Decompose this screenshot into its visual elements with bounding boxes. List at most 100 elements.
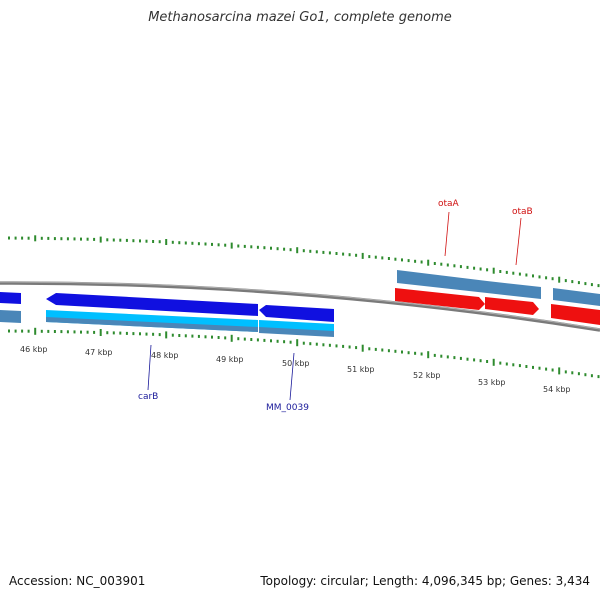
outer-tick xyxy=(597,284,600,288)
inner-tick xyxy=(335,344,338,348)
outer-tick xyxy=(132,239,135,243)
ruler-label-49kbp: 49 kbp xyxy=(216,355,244,364)
inner-tick xyxy=(178,334,181,337)
outer-tick xyxy=(394,257,397,261)
outer-tick xyxy=(315,250,318,254)
inner-tick xyxy=(132,332,135,336)
gene-label-otaB[interactable]: otaB xyxy=(512,207,533,266)
inner-tick xyxy=(243,337,246,341)
ruler-label-48kbp: 48 kbp xyxy=(151,351,179,360)
inner-tick xyxy=(545,367,548,371)
inner-tick xyxy=(204,335,207,339)
outer-tick xyxy=(93,237,96,241)
inner-tick xyxy=(14,329,17,333)
outer-tick xyxy=(171,240,174,244)
inner-tick xyxy=(505,362,508,366)
inner-tick xyxy=(440,354,443,358)
inner-tick xyxy=(348,345,351,349)
outer-tick xyxy=(178,241,181,245)
inner-tick xyxy=(551,368,554,372)
ruler-label-50kbp: 50 kbp xyxy=(282,359,310,368)
inner-tick xyxy=(53,330,56,333)
gene-label-carB[interactable]: carB xyxy=(138,344,158,402)
outer-tick xyxy=(302,249,305,253)
reverse-cds-feature-right[interactable] xyxy=(551,304,600,325)
inner-tick xyxy=(577,372,580,376)
outer-tick xyxy=(191,241,194,245)
outer-tick xyxy=(40,236,43,240)
outer-tick xyxy=(296,247,299,254)
inner-tick xyxy=(584,373,587,377)
outer-tick xyxy=(152,240,155,243)
gene-feature-carB-2[interactable] xyxy=(46,317,258,332)
forward-cds-feature[interactable] xyxy=(0,292,21,304)
ruler-label-46kbp: 46 kbp xyxy=(20,345,48,354)
inner-tick xyxy=(394,349,397,353)
gene-label-mm0039[interactable]: MM_0039 xyxy=(266,352,309,413)
outer-tick xyxy=(374,255,377,259)
inner-tick xyxy=(401,350,403,354)
inner-tick xyxy=(302,341,305,345)
forward-cds-feature-carB[interactable] xyxy=(46,293,258,316)
outer-tick xyxy=(237,244,240,248)
feature-track-left xyxy=(0,292,334,337)
outer-tick xyxy=(564,279,567,283)
gene-feature-mm0039-2[interactable] xyxy=(259,327,334,337)
ruler-ticks xyxy=(8,327,600,379)
gene-feature-otaA[interactable] xyxy=(397,270,487,293)
outer-tick xyxy=(112,238,115,242)
inner-tick xyxy=(322,343,325,347)
inner-tick xyxy=(27,329,30,333)
inner-tick xyxy=(73,330,76,334)
outer-tick xyxy=(21,236,24,240)
reverse-cds-feature-otaA[interactable] xyxy=(395,288,485,310)
gene-feature[interactable] xyxy=(0,310,21,323)
inner-tick xyxy=(446,355,449,359)
inner-tick xyxy=(99,329,102,336)
outer-tick xyxy=(433,262,436,265)
outer-tick xyxy=(322,250,325,254)
inner-tick xyxy=(473,358,476,362)
feature-track-right xyxy=(395,270,600,325)
svg-text:otaA: otaA xyxy=(438,199,460,209)
inner-tick xyxy=(414,351,417,355)
forward-cds-feature-mm0039[interactable] xyxy=(259,305,334,322)
inner-tick xyxy=(525,365,528,368)
inner-tick xyxy=(165,331,168,339)
outer-tick xyxy=(230,242,233,249)
outer-tick xyxy=(139,239,141,243)
inner-tick xyxy=(60,330,63,334)
outer-tick xyxy=(165,239,168,245)
gene-feature-otaB[interactable] xyxy=(487,281,541,299)
reverse-cds-feature-otaB[interactable] xyxy=(485,297,539,315)
outer-tick xyxy=(276,247,279,251)
outer-tick xyxy=(479,267,482,271)
inner-tick xyxy=(158,333,161,337)
inner-tick xyxy=(486,360,489,363)
inner-tick xyxy=(139,332,141,336)
outer-tick xyxy=(590,283,593,287)
gene-feature-right[interactable] xyxy=(553,288,600,306)
outer-tick xyxy=(60,237,63,241)
inner-tick xyxy=(270,339,272,343)
inner-tick xyxy=(342,344,345,348)
outer-tick xyxy=(125,238,128,242)
outer-tick xyxy=(348,253,351,257)
outer-tick-ring xyxy=(8,235,600,288)
genome-backbone xyxy=(0,281,600,332)
gene-label-otaA[interactable]: otaA xyxy=(438,199,460,257)
inner-tick xyxy=(289,340,292,344)
outer-tick xyxy=(538,275,541,279)
inner-tick xyxy=(224,336,227,340)
inner-tick xyxy=(145,332,148,336)
inner-tick xyxy=(197,334,200,338)
inner-tick xyxy=(8,329,10,333)
inner-tick xyxy=(112,331,115,335)
outer-tick xyxy=(466,265,469,269)
inner-tick xyxy=(21,329,24,333)
outer-tick xyxy=(368,255,371,259)
outer-tick xyxy=(486,268,489,272)
outer-tick xyxy=(532,274,534,278)
inner-tick xyxy=(433,353,436,357)
